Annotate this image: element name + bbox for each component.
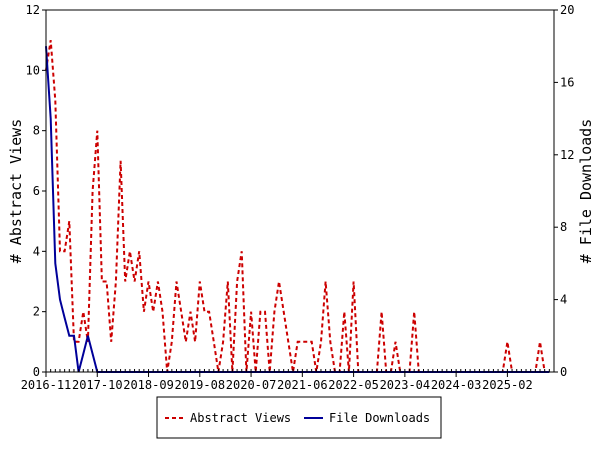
x-tick-label: 2020-07 <box>226 378 277 392</box>
x-tick-label: 2025-02 <box>482 378 533 392</box>
x-tick-label: 2021-06 <box>277 378 328 392</box>
y-tick-label: 12 <box>26 3 40 17</box>
x-tick-label: 2024-03 <box>431 378 482 392</box>
x-tick-label: 2018-09 <box>123 378 174 392</box>
legend-label-abstract-views: Abstract Views <box>190 411 291 425</box>
y-tick-label: 4 <box>33 244 40 258</box>
legend: Abstract Views File Downloads <box>156 396 442 439</box>
y2-tick-label: 20 <box>560 3 574 17</box>
y2-tick-label: 16 <box>560 75 574 89</box>
x-tick-label: 2019-08 <box>175 378 226 392</box>
y2-tick-label: 8 <box>560 220 567 234</box>
series-line-abstract-views <box>45 40 550 373</box>
chart-marks <box>45 40 550 373</box>
y-axis-title: # Abstract Views <box>7 119 25 264</box>
legend-box <box>156 396 442 439</box>
y-tick-label: 10 <box>26 63 40 77</box>
y2-tick-label: 0 <box>560 365 567 379</box>
y2-tick-label: 4 <box>560 293 567 307</box>
x-tick-label: 2022-05 <box>328 378 379 392</box>
x-tick-label: 2023-04 <box>380 378 431 392</box>
y-tick-label: 2 <box>33 305 40 319</box>
y-tick-label: 8 <box>33 124 40 138</box>
y-tick-label: 0 <box>33 365 40 379</box>
y-tick-label: 6 <box>33 184 40 198</box>
x-tick-label: 2016-11 <box>21 378 72 392</box>
x-tick-label: 2017-10 <box>72 378 123 392</box>
plot-frame <box>45 9 555 373</box>
y2-tick-label: 12 <box>560 148 574 162</box>
y2-axis-title: # File Downloads <box>577 119 595 264</box>
legend-label-file-downloads: File Downloads <box>329 411 430 425</box>
